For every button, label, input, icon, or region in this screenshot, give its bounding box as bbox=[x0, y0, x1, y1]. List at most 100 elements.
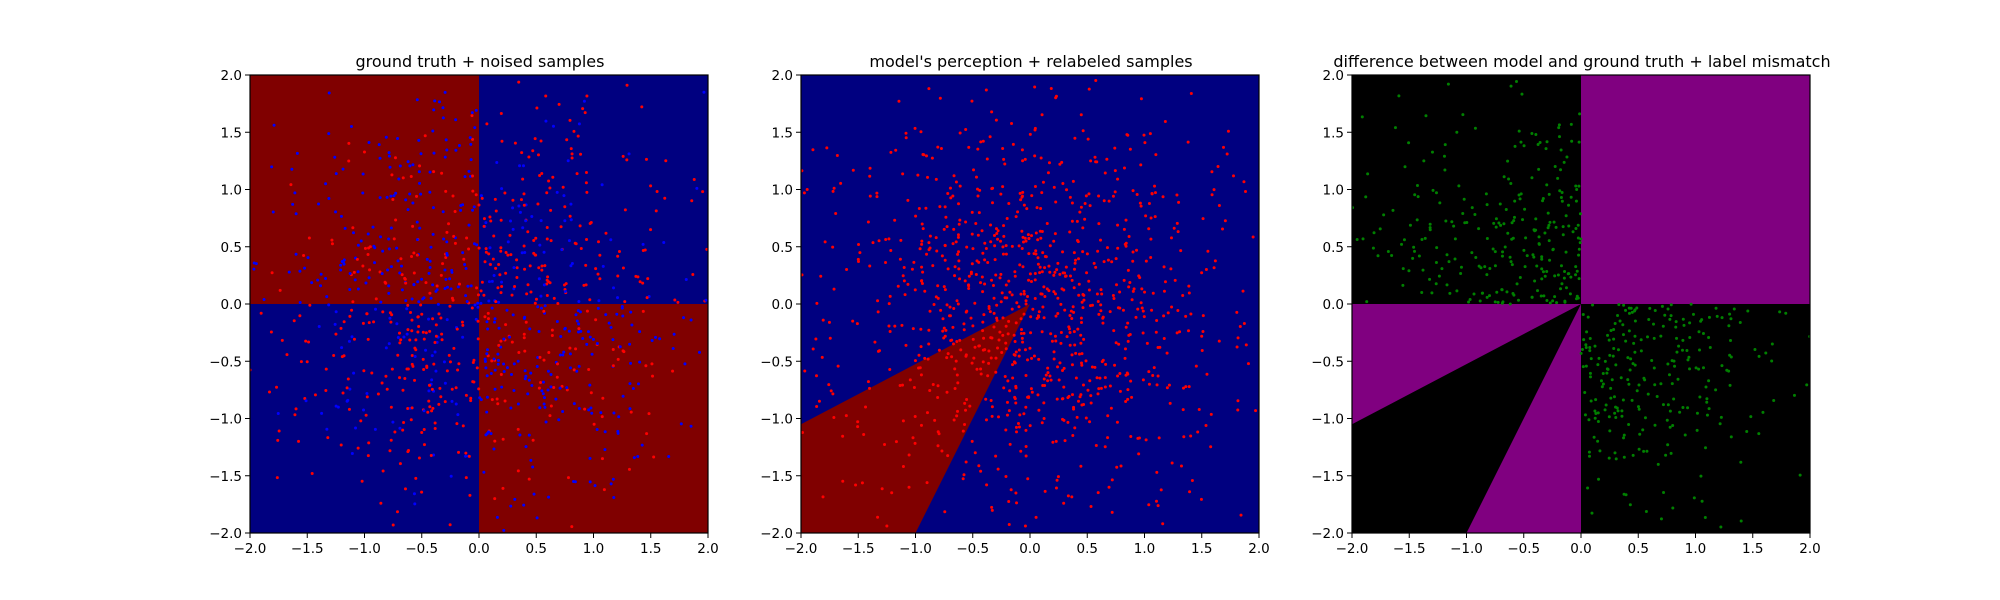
sample-point bbox=[334, 172, 338, 176]
sample-point bbox=[883, 442, 887, 446]
sample-point bbox=[509, 406, 513, 410]
sample-point bbox=[1660, 304, 1664, 308]
sample-point bbox=[1064, 265, 1068, 269]
sample-point bbox=[1020, 194, 1024, 198]
sample-point bbox=[497, 343, 501, 347]
sample-point bbox=[1040, 421, 1044, 425]
sample-point bbox=[1085, 252, 1089, 256]
sample-point bbox=[876, 515, 880, 519]
sample-point bbox=[815, 374, 818, 378]
sample-point bbox=[445, 369, 449, 373]
sample-point bbox=[1236, 399, 1240, 403]
sample-point bbox=[1438, 201, 1442, 205]
sample-point bbox=[418, 164, 422, 168]
sample-point bbox=[841, 434, 845, 438]
sample-point bbox=[956, 235, 960, 239]
sample-point bbox=[1021, 265, 1025, 269]
sample-point bbox=[1576, 296, 1580, 300]
sample-point bbox=[1502, 222, 1506, 226]
sample-point bbox=[1116, 374, 1120, 378]
sample-point bbox=[398, 426, 402, 430]
sample-point bbox=[1029, 279, 1033, 283]
sample-point bbox=[577, 406, 581, 410]
sample-point bbox=[1643, 416, 1647, 420]
sample-point bbox=[1125, 371, 1129, 375]
sample-point bbox=[1029, 331, 1033, 335]
sample-point bbox=[621, 314, 625, 318]
sample-point bbox=[519, 198, 523, 202]
sample-point bbox=[841, 479, 845, 483]
sample-point bbox=[1161, 522, 1165, 526]
sample-point bbox=[889, 249, 893, 253]
sample-point bbox=[1170, 305, 1174, 309]
sample-point bbox=[590, 352, 594, 356]
sample-point bbox=[413, 502, 417, 506]
sample-point bbox=[482, 217, 486, 221]
sample-point bbox=[1129, 379, 1133, 383]
sample-point bbox=[1056, 365, 1060, 369]
sample-point bbox=[1637, 447, 1641, 451]
sample-point bbox=[452, 346, 456, 350]
sample-point bbox=[492, 234, 496, 238]
sample-point bbox=[402, 420, 406, 424]
sample-point bbox=[1567, 203, 1571, 207]
sample-point bbox=[1140, 287, 1144, 291]
sample-point bbox=[1126, 339, 1130, 343]
sample-point bbox=[1670, 382, 1674, 386]
sample-point bbox=[1016, 210, 1020, 214]
sample-point bbox=[584, 283, 588, 287]
sample-point bbox=[1705, 397, 1709, 401]
sample-point bbox=[1001, 252, 1005, 256]
sample-point bbox=[1114, 257, 1118, 261]
sample-point bbox=[983, 241, 987, 245]
sample-point bbox=[917, 366, 921, 370]
sample-point bbox=[996, 229, 1000, 233]
sample-point bbox=[1043, 384, 1047, 388]
sample-point bbox=[392, 237, 396, 241]
sample-point bbox=[516, 359, 520, 363]
sample-point bbox=[544, 119, 548, 123]
sample-point bbox=[542, 402, 546, 406]
sample-point bbox=[373, 261, 377, 265]
sample-point bbox=[951, 242, 955, 246]
sample-point bbox=[509, 504, 513, 508]
sample-point bbox=[1772, 399, 1776, 403]
sample-point bbox=[868, 194, 872, 198]
sample-point bbox=[413, 354, 417, 358]
sample-point bbox=[893, 324, 897, 328]
sample-point bbox=[1152, 366, 1156, 370]
sample-point bbox=[535, 516, 539, 520]
sample-point bbox=[1025, 207, 1029, 211]
sample-point bbox=[499, 249, 503, 253]
sample-point bbox=[1128, 281, 1132, 285]
sample-point bbox=[1509, 181, 1513, 185]
sample-point bbox=[582, 99, 586, 103]
sample-point bbox=[1757, 432, 1761, 436]
sample-point bbox=[403, 487, 407, 491]
sample-point bbox=[1080, 361, 1084, 365]
sample-point bbox=[510, 340, 514, 344]
sample-point bbox=[920, 242, 924, 246]
sample-point bbox=[957, 259, 961, 263]
sample-point bbox=[1147, 201, 1151, 205]
sample-point bbox=[1484, 192, 1488, 196]
sample-point bbox=[529, 458, 533, 462]
sample-point bbox=[1592, 435, 1596, 439]
sample-point bbox=[964, 460, 968, 464]
sample-point bbox=[1548, 220, 1552, 224]
sample-point bbox=[1028, 132, 1032, 136]
sample-point bbox=[1030, 234, 1034, 238]
y-tick-label: 0.0 bbox=[1323, 297, 1344, 313]
sample-point bbox=[1445, 283, 1449, 287]
sample-point bbox=[811, 148, 815, 152]
sample-point bbox=[802, 191, 806, 195]
sample-point bbox=[1512, 293, 1516, 297]
sample-point bbox=[1440, 267, 1444, 271]
sample-point bbox=[1575, 269, 1579, 273]
sample-point bbox=[1540, 257, 1544, 261]
sample-point bbox=[1631, 453, 1635, 457]
sample-point bbox=[432, 151, 436, 155]
sample-point bbox=[640, 443, 644, 447]
sample-point bbox=[1443, 168, 1447, 172]
sample-point bbox=[1615, 406, 1619, 410]
